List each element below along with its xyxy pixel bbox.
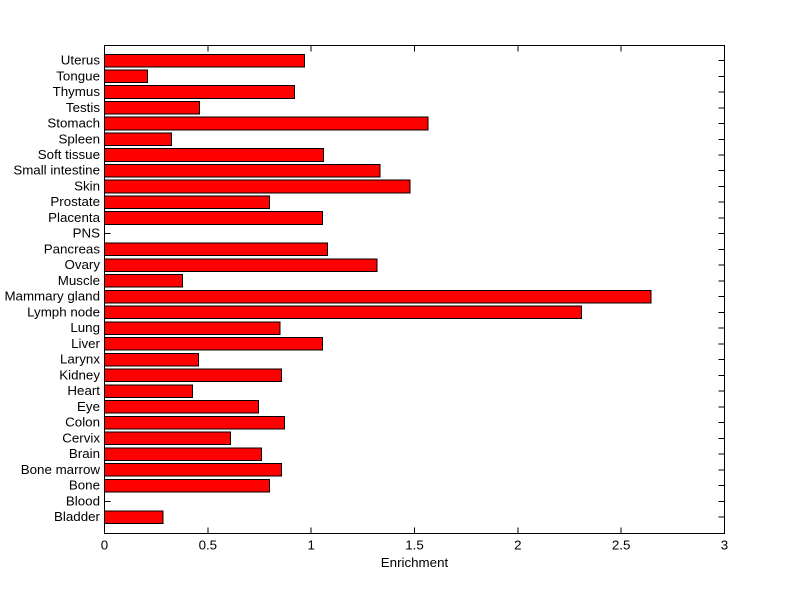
svg-text:Stomach: Stomach [47, 116, 100, 131]
svg-text:Bone marrow: Bone marrow [21, 462, 101, 477]
svg-text:Thymus: Thymus [53, 84, 101, 99]
svg-text:Mammary gland: Mammary gland [4, 289, 100, 304]
svg-text:Cervix: Cervix [62, 430, 100, 445]
svg-text:Ovary: Ovary [64, 257, 100, 272]
svg-text:Prostate: Prostate [50, 194, 100, 209]
svg-text:0: 0 [101, 538, 108, 553]
svg-text:Spleen: Spleen [58, 131, 100, 146]
svg-text:Eye: Eye [77, 399, 100, 414]
svg-text:1.5: 1.5 [405, 538, 424, 553]
svg-text:Lung: Lung [70, 320, 100, 335]
svg-text:Larynx: Larynx [60, 352, 100, 367]
svg-text:Small intestine: Small intestine [13, 163, 100, 178]
svg-text:Muscle: Muscle [58, 273, 100, 288]
svg-text:Tongue: Tongue [56, 68, 100, 83]
svg-text:Uterus: Uterus [61, 53, 101, 68]
svg-text:Brain: Brain [69, 446, 100, 461]
svg-text:Bone: Bone [69, 478, 100, 493]
svg-text:Colon: Colon [65, 415, 100, 430]
svg-text:Soft tissue: Soft tissue [38, 147, 100, 162]
svg-text:Blood: Blood [66, 493, 100, 508]
svg-text:Placenta: Placenta [48, 210, 100, 225]
svg-text:Liver: Liver [71, 336, 100, 351]
svg-text:Enrichment: Enrichment [381, 555, 449, 570]
svg-text:3: 3 [721, 538, 728, 553]
svg-text:Skin: Skin [74, 178, 100, 193]
svg-text:0.5: 0.5 [199, 538, 218, 553]
svg-text:Heart: Heart [67, 383, 100, 398]
svg-text:Bladder: Bladder [54, 509, 101, 524]
svg-text:2.5: 2.5 [612, 538, 631, 553]
svg-text:Lymph node: Lymph node [27, 304, 100, 319]
svg-text:Kidney: Kidney [59, 367, 100, 382]
svg-text:Pancreas: Pancreas [44, 241, 101, 256]
svg-text:1: 1 [307, 538, 314, 553]
svg-text:PNS: PNS [73, 226, 101, 241]
svg-text:2: 2 [514, 538, 521, 553]
svg-text:Testis: Testis [66, 100, 100, 115]
